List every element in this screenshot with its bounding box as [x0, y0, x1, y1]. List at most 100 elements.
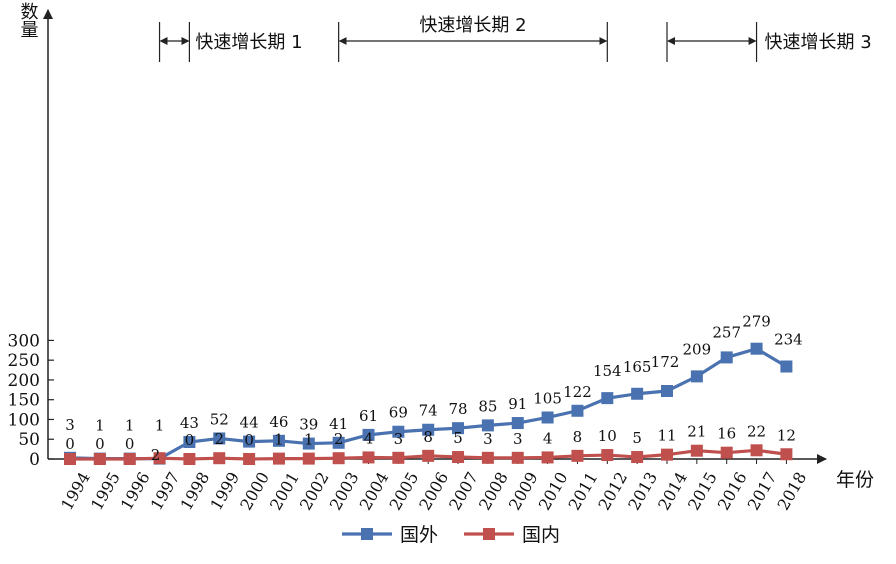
x-tick-label: 2016 — [714, 469, 751, 514]
x-tick-label: 1996 — [117, 469, 154, 514]
series-1-point — [332, 452, 345, 465]
series-1-point — [153, 452, 166, 465]
x-tick-label: 2018 — [774, 469, 811, 514]
data-label-series-0: 78 — [449, 400, 468, 418]
series-1-point — [302, 452, 315, 465]
data-label-series-1: 0 — [95, 435, 105, 453]
period-label: 快速增长期 1 — [195, 32, 302, 53]
period-label-bg — [406, 14, 539, 36]
data-label-series-0: 154 — [593, 362, 622, 380]
x-tick-label: 2012 — [594, 469, 631, 514]
y-tick-label: 0 — [29, 450, 40, 470]
data-label-series-1: 0 — [244, 431, 254, 449]
y-tick-label: 300 — [8, 331, 40, 351]
data-label-series-1: 5 — [632, 429, 642, 447]
x-tick-label: 2010 — [535, 469, 572, 514]
x-tick-label: 2009 — [505, 469, 542, 514]
x-tick-label: 2006 — [415, 469, 452, 514]
data-label-series-0: 3 — [65, 416, 75, 434]
series-1-point — [631, 451, 644, 464]
legend-label-0: 国外 — [400, 524, 438, 546]
data-label-series-0: 91 — [508, 395, 527, 413]
series-0-point — [362, 428, 375, 441]
data-label-series-0: 46 — [269, 413, 288, 431]
data-label-series-1: 8 — [423, 428, 433, 446]
x-tick-label: 1995 — [87, 469, 124, 514]
series-1-point — [750, 444, 763, 457]
series-1-point — [243, 453, 256, 465]
data-label-series-1: 22 — [747, 422, 766, 440]
series-0-point — [690, 370, 703, 383]
series-1-point — [272, 452, 285, 465]
x-tick-label: 2011 — [565, 469, 602, 514]
x-tick-label: 2017 — [744, 469, 781, 514]
series-0-point — [302, 437, 315, 450]
data-label-series-0: 257 — [712, 323, 741, 341]
data-label-series-0: 209 — [683, 340, 712, 358]
data-label-series-0: 43 — [180, 414, 199, 432]
data-label-series-1: 0 — [185, 431, 195, 449]
data-label-series-1: 10 — [598, 427, 617, 445]
series-1-point — [541, 451, 554, 464]
data-label-series-1: 3 — [394, 430, 404, 448]
legend: 国外 国内 — [342, 524, 560, 546]
series-0-point — [511, 417, 524, 430]
data-label-series-0: 74 — [419, 402, 438, 420]
data-label-series-0: 122 — [563, 383, 592, 401]
data-label-series-0: 165 — [623, 358, 652, 376]
x-tick-label: 2002 — [296, 469, 333, 514]
series-1-point — [213, 452, 226, 465]
series-0-point — [272, 434, 285, 447]
series-1-point — [64, 453, 76, 465]
data-label-series-1: 0 — [125, 435, 135, 453]
series-0-point — [243, 435, 256, 448]
series-1-point — [511, 451, 524, 464]
data-label-series-1: 11 — [657, 427, 676, 445]
period-annotations: 快速增长期 1 快速增长期 2 快速增长期 3 — [158, 14, 872, 62]
data-label-series-0: 85 — [478, 397, 497, 415]
x-tick-label: 2000 — [236, 469, 273, 514]
data-label-series-0: 41 — [329, 415, 348, 433]
y-tick-label: 150 — [8, 391, 40, 411]
data-label-series-1: 3 — [483, 430, 493, 448]
data-label-series-1: 5 — [453, 429, 463, 447]
series-1-point — [690, 444, 703, 457]
x-tick-label: 1997 — [147, 469, 184, 514]
legend-marker-1 — [483, 528, 495, 540]
data-label-series-0: 44 — [240, 414, 259, 432]
series-0-point — [541, 411, 554, 424]
data-label-series-0: 234 — [774, 330, 803, 348]
data-label-series-1: 2 — [214, 430, 224, 448]
data-label-series-0: 1 — [125, 417, 135, 435]
x-tick-label: 2015 — [684, 469, 721, 514]
x-tick-label: 2014 — [654, 469, 691, 514]
data-label-series-1: 0 — [65, 435, 75, 453]
data-label-series-1: 16 — [717, 425, 736, 443]
axes: 050100150200250300数量年份199419951996199719… — [8, 2, 874, 514]
series-0-point — [332, 436, 345, 449]
series-1-point — [780, 448, 793, 461]
series-1-point — [183, 453, 196, 465]
data-label-series-1: 4 — [364, 429, 374, 447]
data-label-series-1: 1 — [274, 431, 284, 449]
period-label: 快速增长期 3 — [765, 32, 872, 53]
data-label-series-1: 8 — [573, 428, 583, 446]
x-tick-label: 2003 — [326, 469, 363, 514]
y-tick-label: 50 — [18, 430, 40, 450]
series-1-point — [93, 453, 106, 465]
data-label-series-1: 3 — [513, 430, 523, 448]
x-axis-label: 年份 — [836, 469, 874, 491]
series-1-point — [661, 448, 673, 461]
data-label-series-0: 105 — [533, 389, 562, 407]
data-label-series-0: 279 — [742, 313, 771, 331]
y-axis-label: 数量 — [18, 2, 39, 38]
series-0-point — [422, 423, 435, 436]
data-label-series-0: 39 — [299, 416, 318, 434]
x-tick-label: 2013 — [624, 469, 661, 514]
series-layer — [64, 342, 793, 465]
series-0-point — [631, 387, 644, 400]
series-0-point — [661, 385, 673, 398]
y-tick-label: 100 — [8, 410, 40, 430]
series-0-point — [750, 342, 763, 355]
